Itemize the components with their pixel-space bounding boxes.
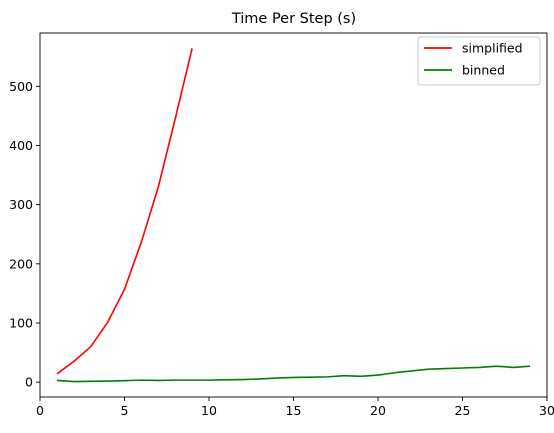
y-tick-label: 400 — [9, 138, 33, 153]
x-tick-label: 0 — [36, 403, 44, 418]
y-tick-label: 300 — [9, 197, 33, 212]
y-tick-label: 200 — [9, 256, 33, 271]
x-tick-label: 10 — [201, 403, 217, 418]
x-tick-label: 25 — [455, 403, 471, 418]
y-tick-label: 0 — [25, 375, 33, 390]
y-tick-label: 500 — [9, 79, 33, 94]
legend: simplified binned — [418, 37, 540, 85]
x-tick-label: 20 — [370, 403, 386, 418]
series-line-binned — [57, 366, 530, 381]
axes-frame — [40, 33, 547, 397]
series-line-simplified — [57, 48, 192, 374]
y-tick-label: 100 — [9, 316, 33, 331]
chart-title: Time Per Step (s) — [231, 11, 356, 27]
legend-label-binned: binned — [462, 63, 505, 78]
x-tick-label: 15 — [286, 403, 302, 418]
x-tick-label: 5 — [121, 403, 129, 418]
x-tick-label: 30 — [539, 403, 554, 418]
legend-label-simplified: simplified — [462, 41, 523, 56]
